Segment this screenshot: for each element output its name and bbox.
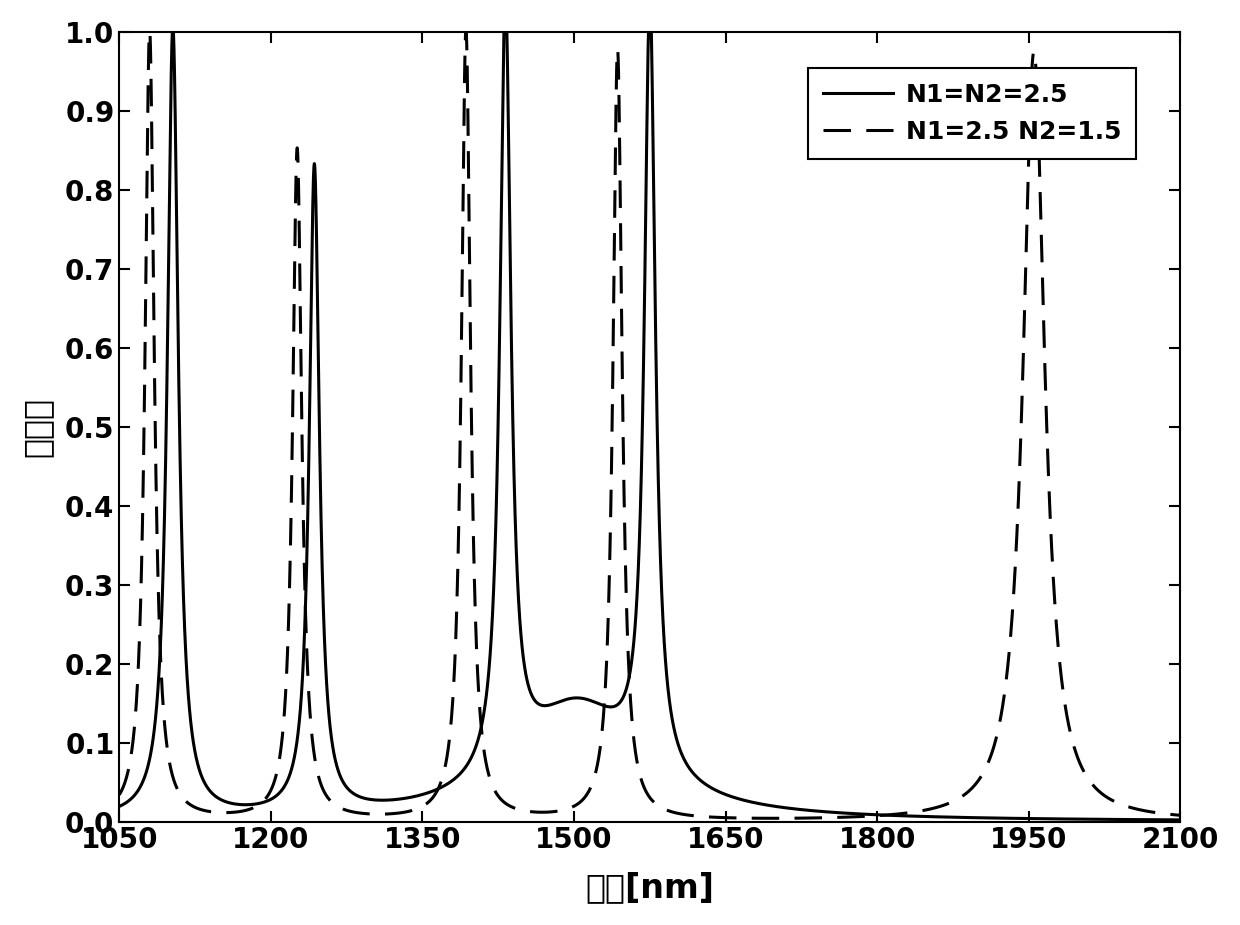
N1=2.5 N2=1.5 xyxy=(1014,396,1029,407)
N1=2.5 N2=1.5 xyxy=(229,807,244,818)
N1=N2=2.5 xyxy=(1173,814,1188,825)
N1=N2=2.5 xyxy=(1014,813,1029,824)
N1=2.5 N2=1.5 xyxy=(765,813,780,824)
N1=2.5 N2=1.5 xyxy=(908,807,923,818)
N1=2.5 N2=1.5 xyxy=(451,500,466,512)
Line: N1=N2=2.5: N1=N2=2.5 xyxy=(119,31,1180,820)
Legend: N1=N2=2.5, N1=2.5 N2=1.5: N1=N2=2.5, N1=2.5 N2=1.5 xyxy=(808,68,1136,158)
N1=N2=2.5 xyxy=(451,770,466,781)
N1=2.5 N2=1.5 xyxy=(141,26,156,37)
N1=2.5 N2=1.5 xyxy=(973,771,988,783)
N1=N2=2.5 xyxy=(165,26,180,37)
N1=2.5 N2=1.5 xyxy=(112,789,126,800)
N1=N2=2.5 xyxy=(908,810,923,821)
N1=N2=2.5 xyxy=(229,798,244,809)
N1=2.5 N2=1.5 xyxy=(1050,640,1065,651)
X-axis label: 波长[nm]: 波长[nm] xyxy=(585,871,714,904)
Y-axis label: 吸收率: 吸收率 xyxy=(21,397,53,457)
Line: N1=2.5 N2=1.5: N1=2.5 N2=1.5 xyxy=(119,31,1180,819)
N1=N2=2.5 xyxy=(112,801,126,812)
N1=N2=2.5 xyxy=(973,812,988,823)
N1=2.5 N2=1.5 xyxy=(1173,809,1188,820)
N1=N2=2.5 xyxy=(1050,813,1065,824)
